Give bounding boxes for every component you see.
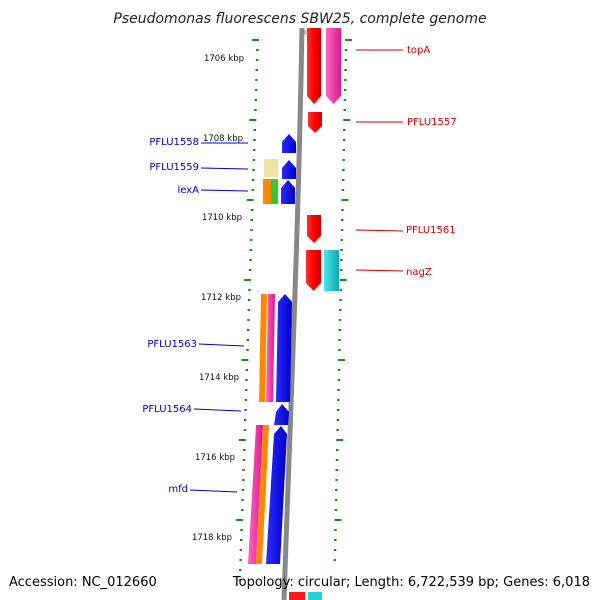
gene-partial-bottom	[289, 592, 305, 600]
label-topA[interactable]: topA	[407, 45, 430, 56]
gene-partial-bottom	[308, 592, 322, 600]
gene-nagZ-cds[interactable]	[324, 250, 339, 291]
gene-lexA-cds[interactable]	[263, 179, 271, 204]
genome-backbone	[281, 27, 305, 600]
scale-label-1710: 1710 kbp	[202, 213, 242, 223]
gene-PFLU1563-feature[interactable]	[276, 294, 292, 402]
gene-topA-cds[interactable]	[326, 28, 341, 104]
gene-PFLU1558-feature[interactable]	[282, 134, 296, 153]
leader-PFLU1563	[198, 343, 245, 347]
label-mfd[interactable]: mfd	[168, 484, 188, 495]
gene-PFLU1557-feature[interactable]	[308, 112, 322, 133]
gene-PFLU1563-rna[interactable]	[266, 294, 275, 402]
gene-mfd-cds[interactable]	[256, 425, 269, 564]
tick-ruler-outer	[333, 39, 352, 561]
leader-PFLU1564	[193, 408, 242, 412]
label-PFLU1557[interactable]: PFLU1557	[407, 117, 457, 128]
gene-mfd-feature[interactable]	[266, 426, 287, 564]
gene-nagZ-feature[interactable]	[306, 250, 321, 291]
leader-mfd	[189, 489, 238, 493]
gene-mfd-rna[interactable]	[248, 425, 263, 564]
scale-label-1714: 1714 kbp	[199, 373, 239, 383]
leader-PFLU1561	[355, 229, 404, 232]
leader-lexA	[200, 189, 249, 192]
label-PFLU1561[interactable]: PFLU1561	[406, 225, 456, 236]
scale-label-1718: 1718 kbp	[192, 533, 232, 543]
label-PFLU1559[interactable]: PFLU1559	[149, 162, 199, 173]
label-PFLU1564[interactable]: PFLU1564	[142, 404, 192, 415]
tick-ruler-inner	[236, 39, 259, 581]
gene-PFLU1563-cds[interactable]	[259, 294, 267, 402]
gene-PFLU1561-feature[interactable]	[307, 215, 321, 243]
scale-label-1712: 1712 kbp	[201, 293, 241, 303]
gene-lexA-misc[interactable]	[271, 179, 278, 204]
leader-PFLU1559	[200, 167, 249, 170]
gene-topA-feature[interactable]	[307, 28, 321, 104]
label-PFLU1558[interactable]: PFLU1558	[149, 137, 199, 148]
label-PFLU1563[interactable]: PFLU1563	[147, 339, 197, 350]
scale-label-1716: 1716 kbp	[195, 453, 235, 463]
leader-nagZ	[355, 269, 404, 272]
genome-summary-text: Topology: circular; Length: 6,722,539 bp…	[232, 575, 590, 590]
gene-PFLU1564-feature[interactable]	[274, 404, 289, 425]
gene-PFLU1559-feature[interactable]	[282, 160, 296, 179]
scale-label-1708: 1708 kbp	[203, 134, 243, 144]
scale-label-1706: 1706 kbp	[204, 54, 244, 64]
label-lexA[interactable]: lexA	[177, 185, 199, 196]
label-nagZ[interactable]: nagZ	[406, 267, 432, 278]
map-title: Pseudomonas fluorescens SBW25, complete …	[113, 11, 486, 27]
gene-PFLU1559-cds[interactable]	[264, 159, 278, 177]
gene-lexA-feature[interactable]	[281, 180, 295, 204]
accession-text: Accession: NC_012660	[9, 575, 157, 590]
